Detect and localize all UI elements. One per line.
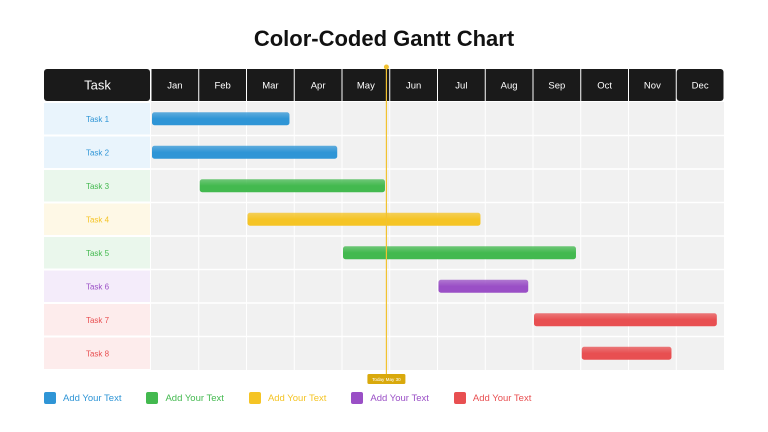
month-label: Jul: [455, 81, 467, 92]
task-label-cell: [44, 136, 150, 168]
task-label: Task 7: [86, 316, 110, 325]
legend-swatch: [44, 392, 56, 404]
month-header-cell: [581, 69, 628, 101]
gantt-bar: [438, 279, 529, 293]
month-label: Jan: [167, 81, 182, 92]
month-header-cell: [629, 69, 676, 101]
month-label: May: [357, 81, 375, 92]
gantt-bar: [199, 179, 385, 193]
chart-title: Color-Coded Gantt Chart: [253, 26, 515, 51]
task-label: Task 8: [86, 349, 110, 358]
task-label: Task 2: [86, 148, 110, 157]
month-label: Sep: [548, 81, 565, 92]
today-marker: [383, 64, 389, 70]
month-label: Apr: [311, 81, 326, 92]
gantt-bar: [247, 212, 481, 226]
month-header-cell: [342, 69, 390, 101]
gantt-bar: [534, 313, 717, 327]
gantt-bar: [343, 246, 576, 260]
month-header-cell: [485, 69, 533, 101]
gantt-bar: [152, 112, 290, 126]
month-header-cell: [390, 69, 437, 101]
month-header-cell: [294, 69, 342, 101]
task-label: Task 3: [86, 182, 110, 191]
legend-item: Add Your Text: [453, 392, 532, 404]
month-label: Feb: [214, 81, 230, 92]
legend-swatch: [351, 392, 364, 404]
task-label-cell: [44, 237, 150, 269]
task-label: Task 6: [86, 282, 110, 291]
task-label-cell: [44, 304, 150, 336]
today-badge: [367, 374, 406, 384]
task-label-cell: [44, 337, 150, 369]
month-label: Jun: [406, 81, 421, 92]
month-header-cell: [151, 69, 199, 101]
task-label: Task 5: [86, 249, 110, 258]
task-header-label: Task: [84, 78, 111, 93]
month-label: Dec: [692, 81, 709, 92]
month-header-cell: [438, 69, 485, 101]
legend-label: Add Your Text: [267, 392, 327, 404]
legend-item: Add Your Text: [351, 392, 429, 404]
month-label: Mar: [262, 81, 278, 92]
legend-label: Add Your Text: [63, 392, 122, 404]
gantt-bar: [581, 346, 672, 360]
month-label: Nov: [644, 81, 661, 92]
legend-swatch: [146, 392, 159, 404]
task-label-cell: [44, 103, 150, 135]
month-header-cell: [533, 69, 581, 101]
legend-label: Add Your Text: [165, 392, 224, 404]
month-header-cell: [199, 69, 246, 101]
task-label-cell: [44, 170, 150, 202]
legend-swatch: [453, 392, 466, 404]
today-label: Today May 30: [372, 377, 401, 382]
legend: Add Your Text Add Your Text Add Your Text A…: [44, 390, 556, 406]
task-label-cell: [44, 270, 150, 302]
legend-label: Add Your Text: [472, 392, 532, 404]
legend-label: Add Your Text: [370, 392, 429, 404]
gantt-bar: [152, 145, 338, 159]
month-label: Aug: [501, 81, 518, 92]
month-header-cell: [247, 69, 294, 101]
task-label: Task 4: [86, 215, 110, 224]
task-label: Task 1: [86, 115, 110, 124]
month-header-cell: [676, 69, 724, 101]
legend-item: Add Your Text: [146, 392, 224, 404]
legend-item: Add Your Text: [248, 392, 327, 404]
task-label-cell: [44, 203, 150, 235]
month-label: Oct: [597, 81, 612, 92]
legend-item: Add Your Text: [44, 392, 121, 404]
legend-swatch: [248, 392, 261, 404]
task-header-cell: [44, 69, 150, 101]
